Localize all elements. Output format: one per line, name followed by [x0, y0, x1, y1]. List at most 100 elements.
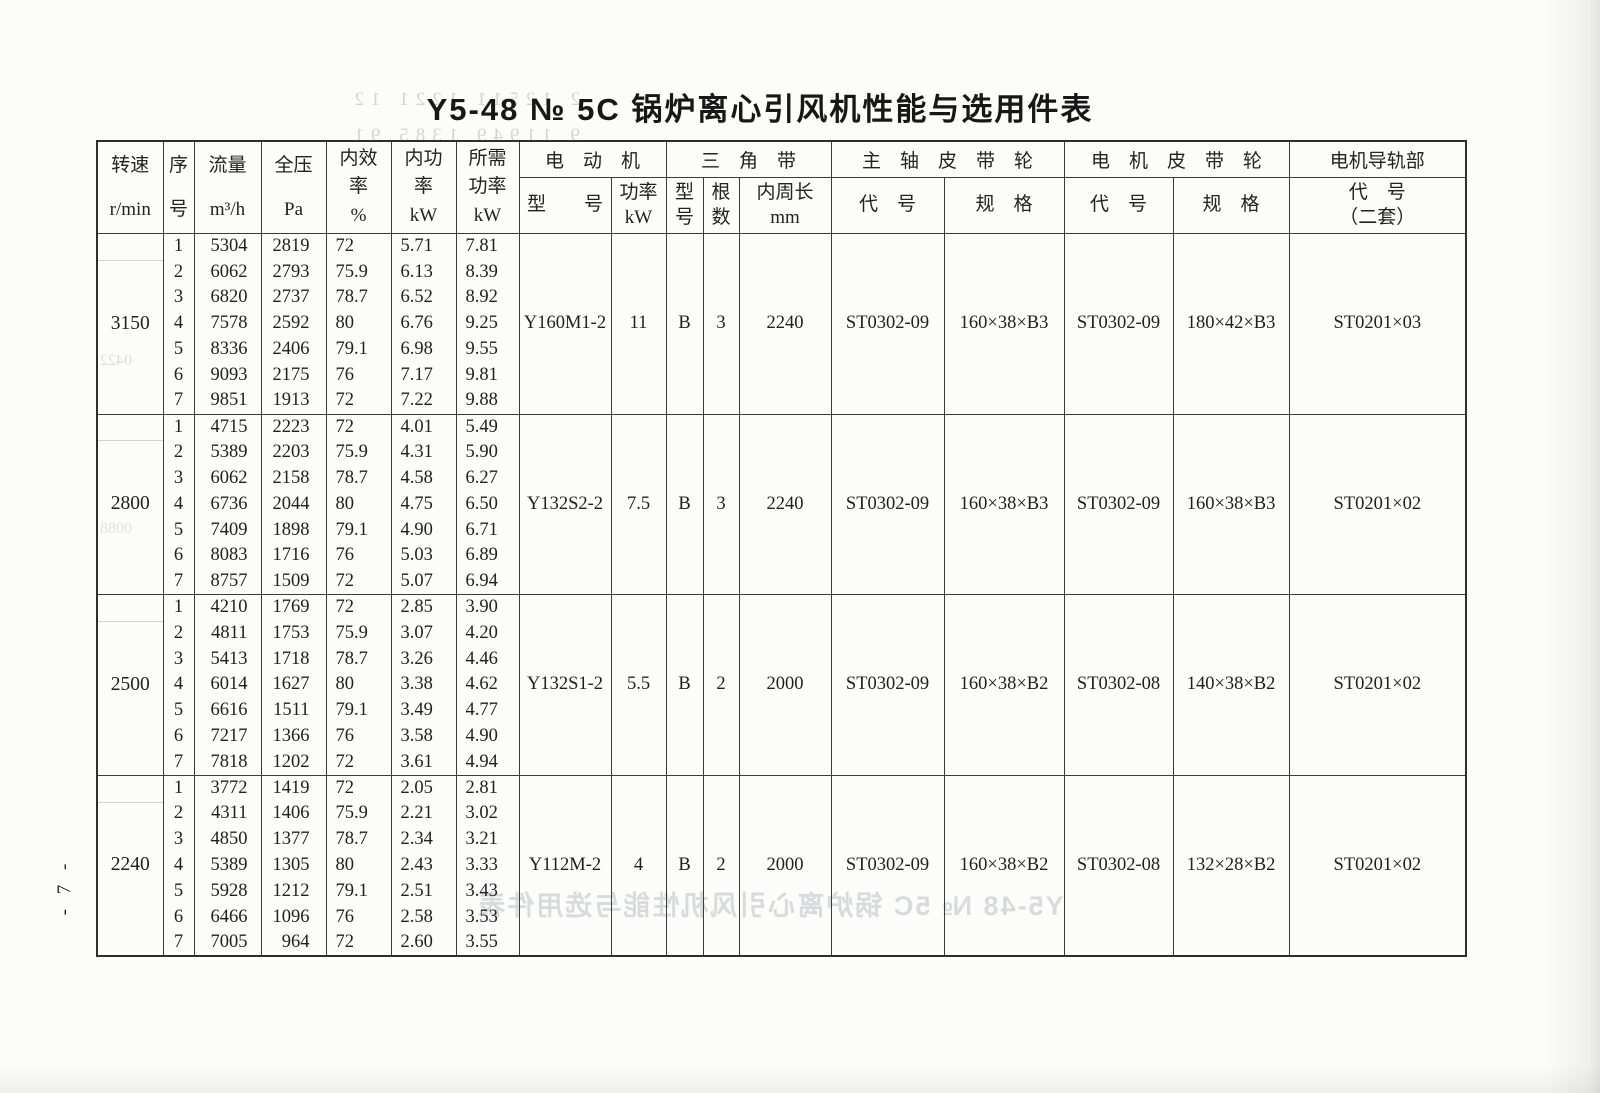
flow-cell: 5389 [193, 852, 262, 879]
required-power-cell: 7.81 [455, 233, 520, 260]
table-row: 3 5413 1718 78.7 3.26 4.46 [97, 646, 1466, 673]
table-row: 2800 1 4715 2223 72 4.01 5.49 Y132S2-2 7.5 B 3 2240… [96, 413, 1467, 595]
table-row: 2 4311 1406 75.9 2.21 3.02 [97, 801, 1466, 827]
internal-power-cell: 3.58 [390, 723, 457, 750]
internal-power-cell: 2.51 [390, 878, 457, 905]
pressure-cell: 2223 [260, 413, 327, 440]
page-title: Y5-48 № 5C 锅炉离心引风机性能与选用件表 [426, 92, 1094, 127]
seq-cell: 5 [162, 517, 195, 544]
table-row: 7 9851 1913 72 7.22 9.88 [97, 388, 1466, 415]
flow-cell: 8336 [193, 336, 262, 363]
header-belt-length: 内周长 mm [738, 177, 832, 234]
required-power-cell: 3.55 [455, 930, 520, 956]
pressure-cell: 1096 [260, 904, 327, 931]
flow-cell: 4210 [193, 594, 262, 621]
pressure-cell: 1718 [260, 646, 327, 673]
pressure-cell: 2406 [260, 336, 327, 363]
pressure-cell: 1769 [260, 594, 327, 621]
flow-cell: 8757 [193, 568, 262, 595]
seq-cell: 4 [162, 310, 195, 337]
pressure-cell: 1406 [260, 801, 327, 827]
required-power-cell: 3.21 [455, 826, 520, 853]
efficiency-cell: 80 [325, 491, 392, 518]
table-row: 3150 1 5304 2819 72 5.71 7.81 Y160M1-2 11 B 3 2240 S… [96, 233, 1467, 415]
table-row: 6 9093 2175 76 7.17 9.81 [97, 362, 1466, 389]
seq-cell: 6 [162, 543, 195, 569]
efficiency-cell: 78.7 [325, 285, 392, 311]
internal-power-cell: 7.22 [390, 388, 457, 415]
belt-model-cell: B [665, 594, 704, 776]
shaft-pulley-spec-cell: 160×38×B2 [943, 774, 1065, 956]
required-power-cell: 6.50 [455, 491, 520, 518]
seq-cell: 7 [162, 388, 195, 415]
internal-power-cell: 5.71 [390, 233, 457, 260]
belt-length-cell: 2000 [738, 594, 832, 776]
header-required-power: 所需 功率 kW [455, 140, 520, 234]
seq-cell: 4 [162, 672, 195, 698]
motor-model-cell: Y160M1-2 [518, 233, 612, 415]
header-flow: 流量 m³/h [193, 140, 262, 234]
table-row: 4 6736 2044 80 4.75 6.50 [97, 491, 1466, 518]
efficiency-cell: 80 [325, 310, 392, 337]
belt-length-cell: 2000 [738, 774, 832, 956]
motor-model-cell: Y132S1-2 [518, 594, 612, 776]
table-row: 6 7217 1366 76 3.58 4.90 [97, 723, 1466, 750]
internal-power-cell: 2.43 [390, 852, 457, 879]
internal-power-cell: 2.05 [390, 774, 457, 802]
pressure-cell: 1716 [260, 543, 327, 569]
internal-power-cell: 4.01 [390, 413, 457, 440]
flow-cell: 7818 [193, 749, 262, 776]
shaft-pulley-spec-cell: 160×38×B2 [943, 594, 1065, 776]
shaft-pulley-code-cell: ST0302-09 [830, 594, 945, 776]
shaft-pulley-code-cell: ST0302-09 [830, 774, 945, 956]
speed-group: 2240 1 3772 1419 72 2.05 2.81 Y112M-2 4 B 2 2000 ST0… [96, 774, 1467, 956]
belt-count-cell: 3 [702, 233, 740, 415]
efficiency-cell: 72 [325, 413, 392, 440]
internal-power-cell: 3.26 [390, 646, 457, 673]
efficiency-cell: 76 [325, 723, 392, 750]
motor-pulley-spec-cell: 140×38×B2 [1172, 594, 1290, 776]
required-power-cell: 4.77 [455, 697, 520, 724]
efficiency-cell: 79.1 [325, 878, 392, 905]
header-motor-pulley-spec: 规 格 [1172, 177, 1290, 234]
flow-cell: 4811 [193, 620, 262, 647]
pressure-cell: 2793 [260, 259, 327, 286]
table-row: 2 6062 2793 75.9 6.13 8.39 [97, 259, 1466, 286]
shaft-pulley-spec-cell: 160×38×B3 [943, 233, 1065, 415]
seq-cell: 7 [162, 568, 195, 595]
efficiency-cell: 72 [325, 233, 392, 260]
table-row: 5 8336 2406 79.1 6.98 9.55 [97, 336, 1466, 363]
table-row: 2500 1 4210 1769 72 2.85 3.90 Y132S1-2 5.5 B 2 2000… [96, 594, 1467, 776]
pressure-cell: 1305 [260, 852, 327, 879]
table-row: 2240 1 3772 1419 72 2.05 2.81 Y112M-2 4 B 2 2000 ST0… [96, 774, 1467, 956]
speed-cell: 2500 [96, 594, 164, 776]
belt-length-cell: 2240 [738, 233, 832, 415]
motor-power-cell: 4 [610, 774, 667, 956]
scan-edge-bottom [0, 1063, 1600, 1093]
required-power-cell: 3.43 [455, 878, 520, 905]
pressure-cell: 2175 [260, 362, 327, 389]
flow-cell: 5413 [193, 646, 262, 673]
speed-cell: 3150 [96, 233, 164, 415]
seq-cell: 6 [162, 904, 195, 931]
table-row: 5 7409 1898 79.1 4.90 6.71 [97, 517, 1466, 544]
internal-power-cell: 5.03 [390, 543, 457, 569]
flow-cell: 7005 [193, 930, 262, 956]
seq-cell: 2 [162, 801, 195, 827]
motor-pulley-spec-cell: 180×42×B3 [1172, 233, 1290, 415]
shaft-pulley-code-cell: ST0302-09 [830, 413, 945, 595]
seq-cell: 4 [162, 852, 195, 879]
internal-power-cell: 2.60 [390, 930, 457, 956]
header-motor-power: 功率 kW [610, 177, 667, 234]
flow-cell: 4715 [193, 413, 262, 440]
speed-cell: 2800 [96, 413, 164, 595]
header-vbelt-group: 三 角 带 [665, 140, 832, 178]
internal-power-cell: 3.07 [390, 620, 457, 647]
seq-cell: 6 [162, 723, 195, 750]
header-internal-power: 内功 率 kW [390, 140, 457, 234]
required-power-cell: 6.27 [455, 465, 520, 492]
required-power-cell: 4.94 [455, 749, 520, 776]
header-motor-group: 电 动 机 [518, 140, 667, 178]
seq-cell: 1 [162, 594, 195, 621]
pressure-cell: 2592 [260, 310, 327, 337]
